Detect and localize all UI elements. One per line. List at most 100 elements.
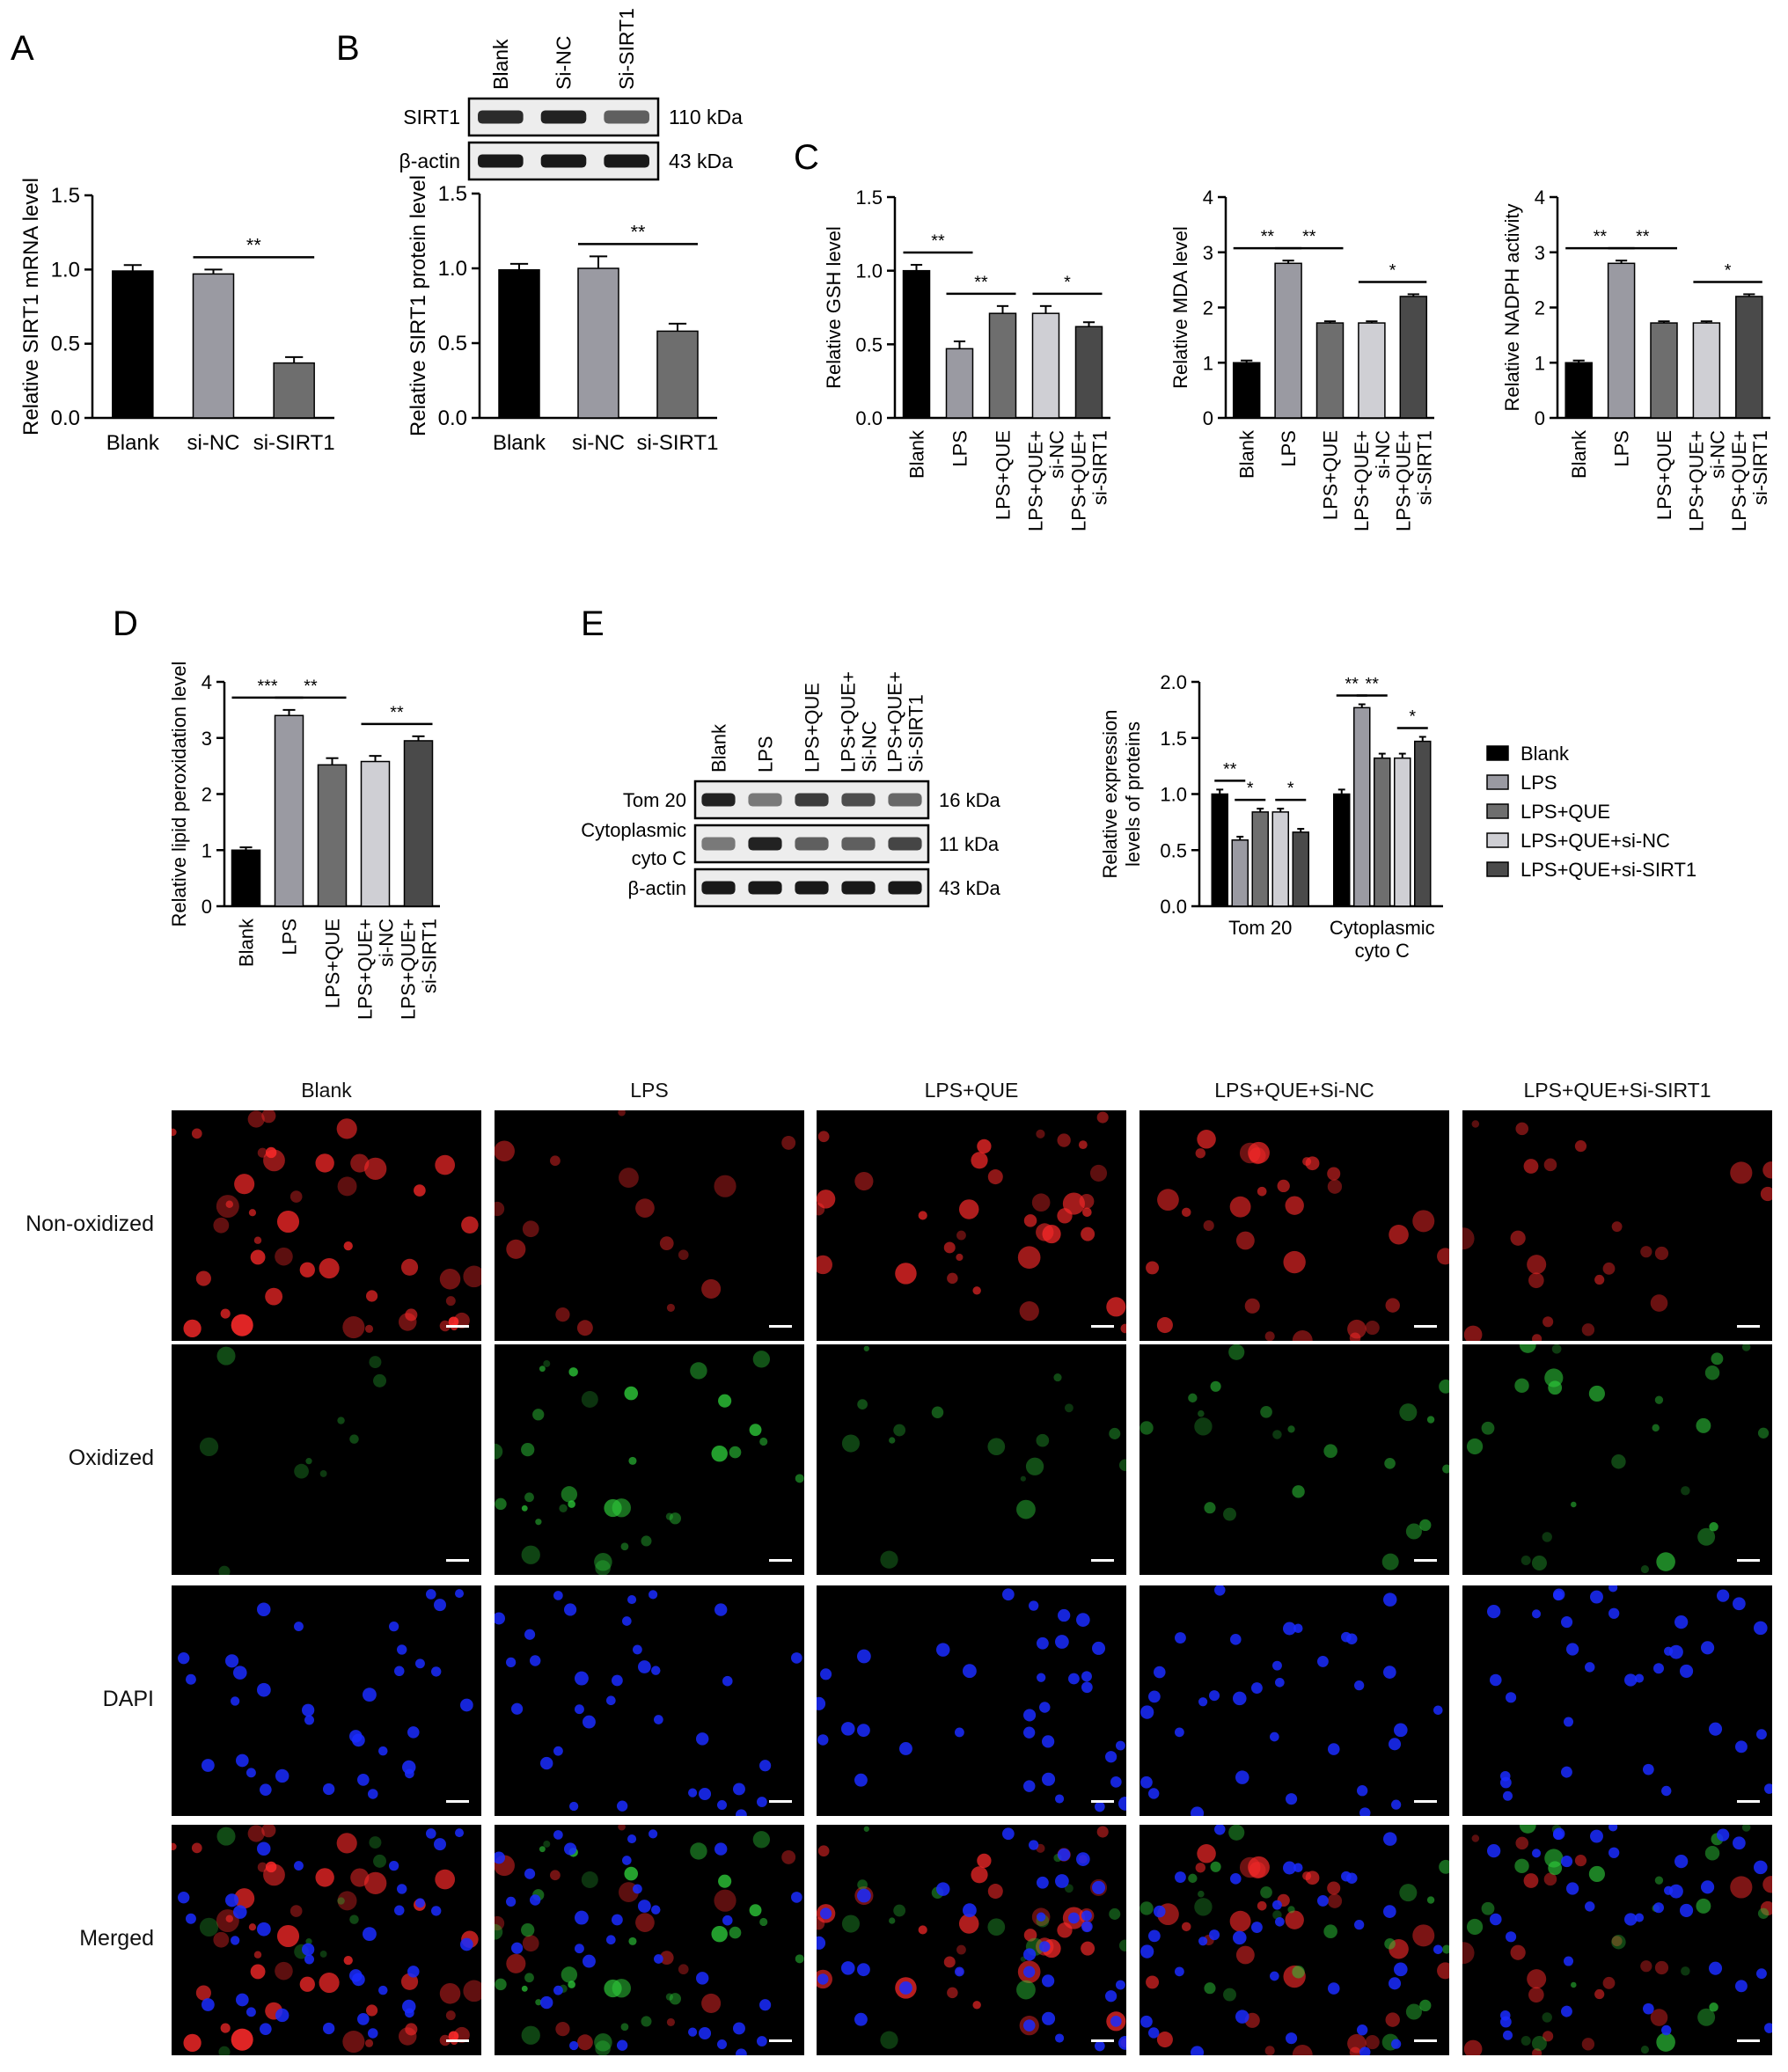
y-tick-label: 0.5 (438, 332, 467, 355)
x-tick-label: Blank (236, 918, 258, 967)
x-tick-label: LPS+QUE (322, 919, 344, 1008)
x-tick-label: LPS (1611, 430, 1633, 467)
legend-label: LPS+QUE+si-SIRT1 (1521, 859, 1696, 881)
chart-d: 0 1 2 3 4 Relative lipid peroxidation level Bl… (168, 661, 441, 1019)
bar (112, 270, 154, 419)
bar (1333, 793, 1351, 907)
blot-band (478, 154, 524, 168)
panel-letter-b: B (336, 29, 360, 68)
blot-band (540, 110, 587, 124)
x-tick-label: Blank (1568, 429, 1590, 479)
x-tick-label: si-SIRT1 (637, 431, 719, 455)
bar (902, 269, 931, 419)
bar (1399, 296, 1428, 419)
y-tick-label: 1 (202, 839, 212, 861)
significance-label: * (1409, 707, 1416, 726)
blot-band (795, 837, 829, 851)
chart-a: 0.0 0.5 1.0 1.5 Relative SIRT1 mRNA level Bla… (19, 178, 335, 455)
bar (1232, 362, 1261, 419)
significance-label: ** (974, 273, 988, 292)
significance-label: ** (1302, 227, 1316, 246)
significance-label: ** (1636, 227, 1650, 246)
panel-letter-d: D (113, 604, 138, 643)
x-tick-label: Blank (906, 429, 928, 479)
x-tick-label: Blank (1236, 429, 1258, 479)
x-tick-label: LPS (279, 919, 301, 955)
bar (1251, 811, 1269, 907)
bar (274, 714, 304, 907)
x-tick-label: Tom 20 (1228, 917, 1292, 939)
x-tick-label: LPS+QUE (1320, 430, 1342, 520)
bar (231, 849, 261, 907)
y-tick-label: 3 (1535, 242, 1545, 264)
bar (1274, 262, 1302, 419)
x-tick-label: cyto C (1355, 940, 1410, 962)
x-tick-label: LPS+QUE (1653, 430, 1675, 520)
bar (1374, 757, 1391, 907)
y-tick-label: 1.0 (438, 257, 467, 281)
x-tick-label: si-NC (1372, 430, 1394, 479)
significance-label: ** (1261, 227, 1275, 246)
blot-band (701, 837, 736, 851)
lane-label: LPS+QUE (802, 683, 824, 772)
bar (1692, 322, 1721, 419)
bar (1358, 322, 1386, 419)
bar (1735, 296, 1763, 419)
significance-label: ** (631, 220, 646, 242)
y-tick-label: 1.5 (438, 182, 467, 206)
x-tick-label: LPS+QUE+ (1068, 430, 1090, 531)
x-tick-label: si-SIRT1 (419, 919, 441, 993)
y-tick-label: 3 (1203, 242, 1213, 264)
panel-letter-a: A (11, 29, 34, 68)
y-axis-label: Relative GSH level (823, 226, 845, 389)
legend-swatch (1486, 745, 1509, 761)
blot-kda-label: 43 kDa (669, 150, 733, 172)
bar (1315, 322, 1345, 419)
blot-band (841, 881, 876, 895)
lane-label: LPS (755, 736, 777, 772)
blot-kda-label: 110 kDa (669, 106, 743, 128)
bar (1292, 831, 1309, 907)
blot-row-label: β-actin (399, 150, 460, 172)
significance-label: * (1389, 260, 1396, 280)
x-tick-label: si-SIRT1 (1749, 430, 1771, 505)
bar (1211, 793, 1228, 907)
y-tick-label: 0.5 (855, 333, 883, 355)
blot-kda-label: 11 kDa (939, 833, 1000, 855)
y-tick-label: 1 (1203, 352, 1213, 374)
bar (1607, 262, 1636, 419)
blot-band (701, 793, 736, 807)
bar (988, 312, 1017, 419)
bar (577, 267, 619, 419)
chart-e: 0.0 0.5 1.0 1.5 2.0 Relative expression levels… (1099, 671, 1443, 962)
significance-label: * (1725, 260, 1732, 280)
y-tick-label: 4 (202, 671, 212, 693)
blot-band (795, 881, 829, 895)
lane-label: Blank (708, 723, 730, 772)
x-tick-label: LPS+QUE+ (1685, 430, 1707, 531)
y-axis-label: Relative expression (1099, 710, 1121, 879)
legend-swatch (1486, 803, 1509, 819)
y-axis-label: Relative SIRT1 protein level (407, 175, 430, 436)
bar (403, 740, 434, 907)
legend-swatch (1486, 832, 1509, 848)
lane-label: Si-SIRT1 (905, 694, 927, 772)
x-tick-label: si-SIRT1 (1089, 430, 1111, 505)
significance-label: ** (931, 231, 945, 251)
panel-letter-e: E (581, 604, 605, 643)
blot-band (478, 110, 524, 124)
y-axis-label: Relative MDA level (1169, 226, 1191, 389)
legend-swatch (1486, 774, 1509, 790)
bar (1271, 811, 1289, 907)
significance-label: ** (1223, 759, 1237, 779)
x-tick-label: si-SIRT1 (253, 431, 335, 455)
y-tick-label: 2 (202, 784, 212, 806)
y-axis-label: Relative SIRT1 mRNA level (19, 178, 43, 436)
y-tick-label: 1.5 (855, 187, 883, 209)
significance-label: ** (246, 233, 261, 255)
bar (1394, 757, 1411, 907)
blot-band (841, 793, 876, 807)
bar (1231, 839, 1249, 907)
significance-label: ** (1345, 675, 1359, 694)
y-tick-label: 0.5 (1160, 839, 1187, 861)
